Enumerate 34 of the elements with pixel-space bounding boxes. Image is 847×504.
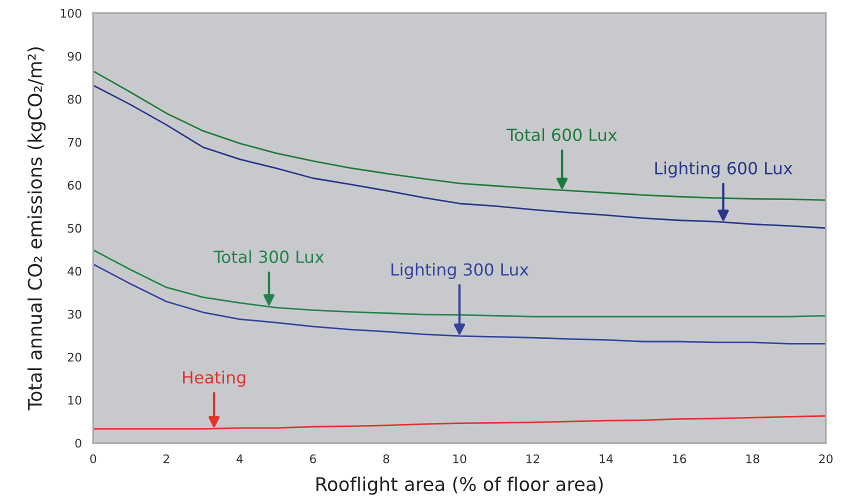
line-series <box>93 84 826 229</box>
y-tick-label: 100 <box>60 8 82 18</box>
x-tick-label: 20 <box>819 454 833 464</box>
y-tick-label: 40 <box>68 266 82 276</box>
text: Heating <box>183 370 246 387</box>
x-tick-label: 12 <box>526 454 540 464</box>
line-series <box>93 70 826 201</box>
x-tick-label: 8 <box>383 454 390 464</box>
text: Lighting 600 Lux <box>655 162 792 178</box>
x-axis-title: Rooflight area (% of floor area) <box>316 476 603 495</box>
x-tick-label: 4 <box>236 454 243 464</box>
x-tick-label: 6 <box>310 454 316 464</box>
y-tick-label: 70 <box>68 138 82 147</box>
y-tick-label: 50 <box>68 224 82 233</box>
y-tick-label: 0 <box>75 438 82 448</box>
x-tick-label: 16 <box>673 454 686 464</box>
x-tick-label: 18 <box>746 454 760 464</box>
y-tick-label: 20 <box>68 352 82 362</box>
y-tick-label: 80 <box>68 94 82 104</box>
text: Total 600 Lux <box>506 128 617 142</box>
x-tick-label: 2 <box>164 454 170 464</box>
text: Lighting 300 Lux <box>392 262 529 280</box>
y-tick-label: 30 <box>68 310 82 319</box>
x-tick-label: 10 <box>453 454 466 464</box>
x-tick-label: 0 <box>90 454 96 464</box>
x-tick-label: 14 <box>600 454 613 464</box>
y-tick-label: 60 <box>68 180 82 190</box>
text: Total 300 Lux <box>214 250 324 264</box>
line-series <box>93 415 826 430</box>
y-axis-title: Total annual CO₂ emissions (kgCO₂/m²) <box>27 47 46 410</box>
y-tick-label: 90 <box>68 52 82 61</box>
y-tick-label: 10 <box>68 396 82 405</box>
line-series <box>93 263 826 344</box>
line-series <box>93 249 826 318</box>
